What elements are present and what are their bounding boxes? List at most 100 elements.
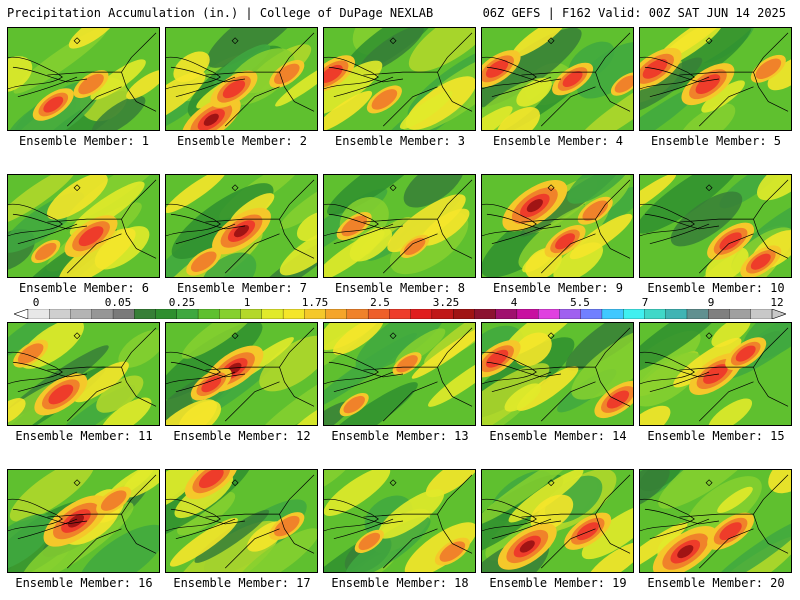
state-border	[382, 233, 438, 274]
lake-erie-outline	[170, 66, 246, 83]
state-border	[47, 474, 157, 518]
precip-map	[166, 470, 317, 572]
colorbar-segment	[410, 309, 433, 319]
coastline	[595, 219, 631, 259]
ensemble-member-map	[7, 469, 160, 573]
colorbar-segment	[155, 309, 178, 319]
ensemble-member-map	[481, 174, 634, 278]
precipitation-colorbar: 0 0.05 0.25 1 1.75 2.5 3.25 4 5.5 7 9 12	[14, 296, 786, 320]
precip-band	[194, 509, 270, 563]
precip-band	[9, 470, 95, 522]
state-border	[540, 86, 596, 127]
precip-map	[8, 323, 159, 425]
colorbar-segment	[516, 309, 539, 319]
precip-swath	[275, 61, 317, 107]
colorbar-segment	[261, 309, 284, 319]
great-lakes-outline	[8, 351, 63, 385]
map-boundaries	[166, 179, 315, 274]
ensemble-member-map	[639, 469, 792, 573]
ensemble-member-map	[639, 174, 792, 278]
state-border	[698, 381, 754, 422]
header: Precipitation Accumulation (in.) | Colle…	[0, 0, 800, 24]
lake-erie-outline	[486, 508, 562, 525]
ensemble-member-map	[165, 469, 318, 573]
colorbar-segment	[538, 309, 560, 319]
precip-band	[403, 175, 465, 208]
ensemble-member-label: Ensemble Member: 3	[334, 134, 466, 148]
precip-core	[582, 200, 609, 221]
precip-core	[43, 96, 64, 113]
station-marker	[73, 184, 81, 192]
state-border	[679, 327, 789, 371]
precip-band	[678, 103, 736, 130]
precip-band	[701, 535, 791, 572]
precip-core	[198, 470, 224, 489]
ensemble-member-map	[481, 27, 634, 131]
precip-map	[324, 323, 475, 425]
station-marker	[73, 479, 81, 487]
model-run-info: 06Z GEFS | F162 Valid: 00Z SAT JUN 14 20…	[482, 6, 786, 20]
precip-core	[201, 376, 222, 393]
precip-swath	[569, 213, 633, 260]
ensemble-member-map	[7, 174, 160, 278]
lake-outline	[333, 518, 394, 539]
colorbar-segment	[27, 309, 50, 319]
colorbar-segment	[559, 309, 582, 319]
precip-swath	[399, 90, 453, 129]
lake-erie-outline	[328, 361, 404, 378]
precip-swath	[387, 194, 466, 253]
precip-swath	[757, 175, 791, 201]
precip-band	[565, 323, 633, 371]
colorbar-segment	[219, 309, 242, 319]
precip-core	[17, 343, 44, 364]
lake-erie-outline	[644, 66, 720, 83]
precip-band	[640, 175, 741, 234]
precip-swath	[324, 323, 389, 350]
state-border	[521, 179, 631, 223]
precip-band	[640, 470, 670, 511]
colorbar-segment	[729, 309, 752, 319]
lake-outline	[649, 223, 710, 244]
precip-core	[78, 226, 104, 247]
state-border	[679, 474, 789, 518]
ensemble-member-label: Ensemble Member: 7	[176, 281, 308, 295]
lake-erie-outline	[486, 361, 562, 378]
precip-band	[255, 364, 317, 425]
precip-core	[519, 540, 535, 553]
colorbar-segment	[389, 309, 412, 319]
precip-core	[703, 364, 728, 384]
ensemble-member-label: Ensemble Member: 6	[18, 281, 150, 295]
precip-core	[67, 514, 85, 528]
colorbar-segment	[91, 309, 114, 319]
ensemble-member-label: Ensemble Member: 10	[647, 281, 785, 295]
precip-core	[371, 89, 398, 110]
lake-erie-outline	[644, 508, 720, 525]
map-boundaries	[8, 32, 157, 127]
precip-band	[177, 491, 236, 536]
map-boundaries	[324, 179, 473, 274]
coastline	[121, 219, 157, 259]
coastline	[279, 219, 315, 259]
state-border	[66, 86, 122, 127]
great-lakes-outline	[640, 498, 695, 532]
colorbar-tick-label: 5.5	[570, 296, 590, 309]
great-lakes-outline	[166, 351, 221, 385]
colorbar-tick-label: 1.75	[301, 296, 329, 309]
colorbar-segment	[197, 309, 220, 319]
great-lakes-outline	[166, 498, 221, 532]
precip-map	[324, 175, 475, 277]
state-border	[540, 233, 596, 274]
coastline	[279, 514, 315, 554]
precip-band	[482, 470, 575, 525]
colorbar-tick-label: 2.5	[370, 296, 390, 309]
coastline	[595, 367, 631, 407]
precip-swath	[8, 398, 26, 425]
precip-swath	[717, 486, 753, 514]
precip-core	[695, 74, 721, 95]
lake-erie-outline	[170, 213, 246, 230]
great-lakes-outline	[482, 498, 537, 532]
precip-band	[234, 528, 317, 572]
precip-band	[118, 329, 159, 368]
colorbar-tick-label: 0.05	[104, 296, 132, 309]
station-marker	[231, 184, 239, 192]
